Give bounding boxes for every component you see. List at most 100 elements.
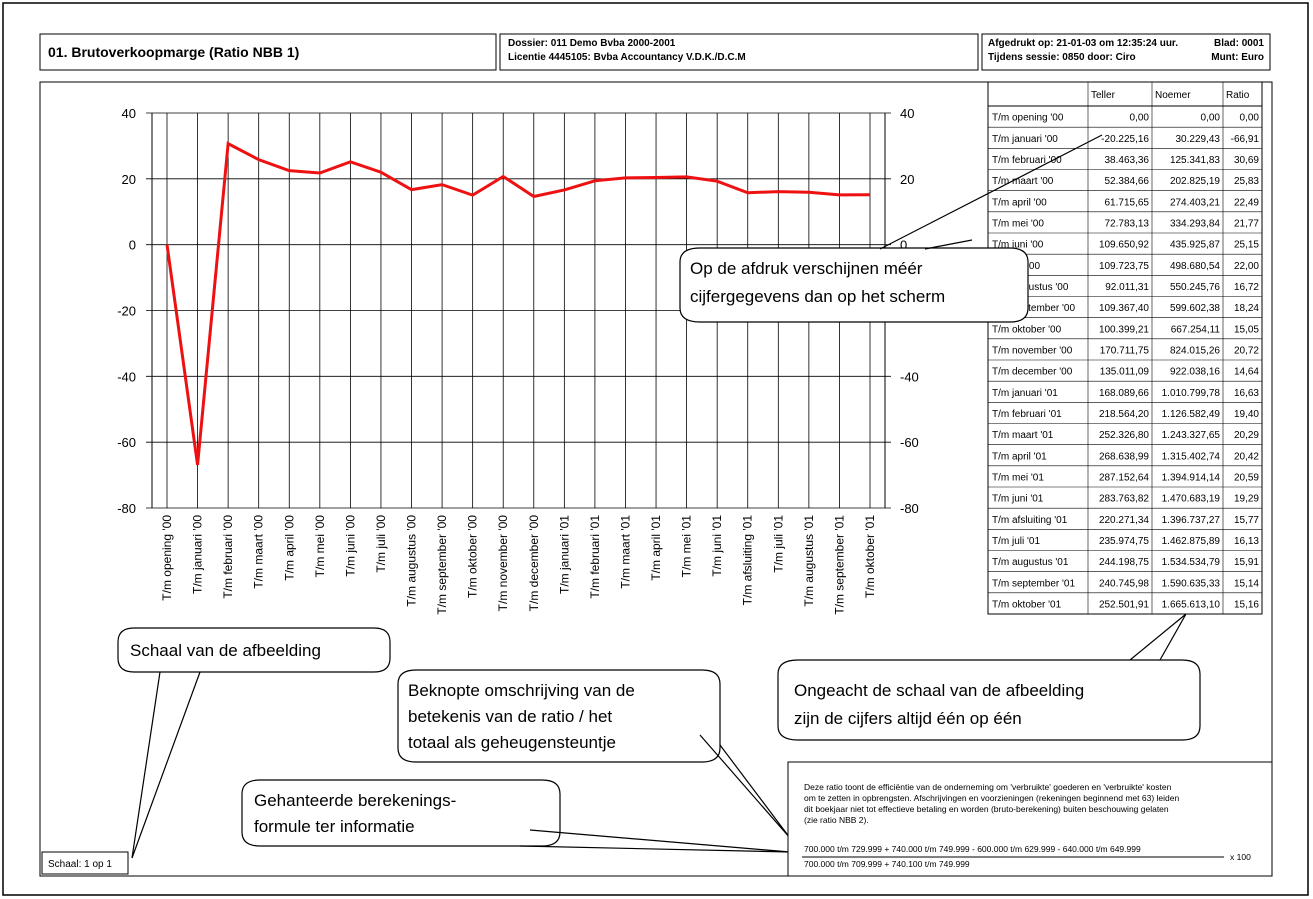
row-label: T/m juni '01 bbox=[992, 494, 1044, 505]
formula-denominator: 700.000 t/m 709.999 + 740.100 t/m 749.99… bbox=[804, 859, 970, 869]
cell: 202.825,19 bbox=[1170, 176, 1220, 187]
cell: 240.745,98 bbox=[1099, 578, 1149, 589]
cell: 824.015,26 bbox=[1170, 345, 1220, 356]
row-label: T/m augustus '00 bbox=[992, 282, 1069, 293]
cell: -66,91 bbox=[1231, 134, 1260, 145]
cell: 1.315.402,74 bbox=[1162, 451, 1221, 462]
cell: 61.715,65 bbox=[1105, 197, 1150, 208]
cell: 268.638,99 bbox=[1099, 451, 1149, 462]
x-tick-label: T/m april '01 bbox=[649, 515, 663, 581]
x-tick-label: T/m augustus '00 bbox=[405, 515, 419, 607]
cell: 30,69 bbox=[1234, 155, 1259, 166]
cell: 1.243.327,65 bbox=[1162, 430, 1221, 441]
cell: 274.403,21 bbox=[1170, 197, 1220, 208]
callout-shapes bbox=[117, 134, 1201, 859]
cell: 1.590.635,33 bbox=[1162, 578, 1221, 589]
x-tick-label: T/m september '01 bbox=[832, 515, 846, 615]
row-label: T/m juni '00 bbox=[992, 240, 1044, 251]
callout-bubble bbox=[397, 669, 721, 763]
cell: 1.126.582,49 bbox=[1162, 409, 1221, 420]
cell: 72.783,13 bbox=[1105, 218, 1150, 229]
y-tick-label: -60 bbox=[117, 435, 136, 450]
cell: 21,77 bbox=[1234, 218, 1259, 229]
cell: 20,72 bbox=[1234, 345, 1259, 356]
cell: 25,15 bbox=[1234, 240, 1259, 251]
cell: 1.396.737,27 bbox=[1162, 515, 1221, 526]
cell: 15,77 bbox=[1234, 515, 1259, 526]
column-header: Noemer bbox=[1155, 90, 1191, 101]
cell: 0,00 bbox=[1201, 113, 1221, 124]
x-tick-label: T/m januari '01 bbox=[557, 515, 571, 594]
y-tick-label: -80 bbox=[117, 501, 136, 516]
row-label: T/m augustus '01 bbox=[992, 557, 1069, 568]
callout-text: zijn de cijfers altijd één op één bbox=[794, 709, 1022, 728]
x-tick-label: T/m maart '01 bbox=[618, 515, 632, 589]
cell: 38.463,36 bbox=[1105, 155, 1150, 166]
callout-bubble bbox=[777, 659, 1201, 741]
cell: 1.470.683,19 bbox=[1162, 494, 1221, 505]
x-tick-label: T/m december '00 bbox=[527, 515, 541, 612]
callout-tail bbox=[879, 134, 1103, 250]
x-tick-label: T/m maart '00 bbox=[252, 515, 266, 589]
callout-text: Beknopte omschrijving van de bbox=[408, 681, 635, 700]
callout-text: totaal als geheugensteuntje bbox=[408, 733, 616, 752]
formula-numerator: 700.000 t/m 729.999 + 740.000 t/m 749.99… bbox=[804, 844, 1141, 854]
x-tick-label: T/m augustus '01 bbox=[802, 515, 816, 607]
title-box bbox=[39, 33, 497, 71]
y2-tick-label: -80 bbox=[900, 501, 919, 516]
cell: 15,05 bbox=[1234, 324, 1259, 335]
x-tick-label: T/m mei '01 bbox=[680, 515, 694, 578]
cell: 599.602,38 bbox=[1170, 303, 1220, 314]
callout-bubble bbox=[241, 779, 561, 847]
x-tick-label: T/m februari '00 bbox=[221, 515, 235, 599]
table: Teller Noemer Ratio T/m opening '00 0,00 0,00… bbox=[987, 81, 1263, 615]
y2-tick-label: 40 bbox=[900, 106, 914, 121]
cell: 287.152,64 bbox=[1099, 472, 1149, 483]
cell: 109.723,75 bbox=[1099, 261, 1149, 272]
row-label: T/m mei '01 bbox=[992, 472, 1044, 483]
cell: 1.665.613,10 bbox=[1162, 599, 1221, 610]
row-label: T/m afsluiting '01 bbox=[992, 515, 1068, 526]
column-header: Ratio bbox=[1226, 90, 1250, 101]
callout-text: Gehanteerde berekenings- bbox=[254, 791, 456, 810]
row-label: T/m september '01 bbox=[992, 578, 1075, 589]
y2-tick-label: -60 bbox=[900, 435, 919, 450]
y2-tick-label: -40 bbox=[900, 369, 919, 384]
x-tick-label: T/m januari '00 bbox=[191, 515, 205, 594]
cell: 109.650,92 bbox=[1099, 240, 1149, 251]
cell: 15,91 bbox=[1234, 557, 1259, 568]
cell: 20,29 bbox=[1234, 430, 1259, 441]
x-tick-label: T/m februari '01 bbox=[588, 515, 602, 599]
cell: 283.763,82 bbox=[1099, 494, 1149, 505]
description: (zie ratio NBB 2). bbox=[804, 815, 869, 825]
row-label: T/m oktober '00 bbox=[992, 324, 1062, 335]
cell: 16,63 bbox=[1234, 388, 1259, 399]
row-label: T/m april '01 bbox=[992, 451, 1047, 462]
cell: 20,42 bbox=[1234, 451, 1259, 462]
data-line bbox=[165, 141, 871, 466]
x-tick-label: T/m juni '01 bbox=[710, 515, 724, 577]
x-tick-label: T/m juni '00 bbox=[343, 515, 357, 577]
cell: -20.225,16 bbox=[1101, 134, 1149, 145]
row-label: T/m januari '00 bbox=[992, 134, 1058, 145]
page-number: Blad: 0001 bbox=[1214, 38, 1264, 49]
description: dit boekjaar niet tot effectieve betalin… bbox=[804, 804, 1169, 814]
callout-tail bbox=[1129, 613, 1187, 661]
session: Tijdens sessie: 0850 door: Ciro bbox=[988, 52, 1136, 63]
cell: 1.010.799,78 bbox=[1162, 388, 1221, 399]
cell: 170.711,75 bbox=[1100, 345, 1150, 356]
row-label: T/m mei '00 bbox=[992, 218, 1044, 229]
callout-tail bbox=[131, 671, 201, 859]
cell: 435.925,87 bbox=[1170, 240, 1220, 251]
cell: 0,00 bbox=[1240, 113, 1260, 124]
cell: 135.011,09 bbox=[1100, 367, 1150, 378]
cell: 25,83 bbox=[1234, 176, 1259, 187]
callout-text: Schaal van de afbeelding bbox=[130, 641, 321, 660]
y-tick-label: 40 bbox=[122, 106, 136, 121]
x-tick-label: T/m september '00 bbox=[435, 515, 449, 615]
cell: 14,64 bbox=[1234, 367, 1259, 378]
x-tick-label: T/m juli '01 bbox=[771, 515, 785, 573]
row-label: T/m oktober '01 bbox=[992, 599, 1062, 610]
title: 01. Brutoverkoopmarge (Ratio NBB 1) bbox=[48, 44, 299, 60]
